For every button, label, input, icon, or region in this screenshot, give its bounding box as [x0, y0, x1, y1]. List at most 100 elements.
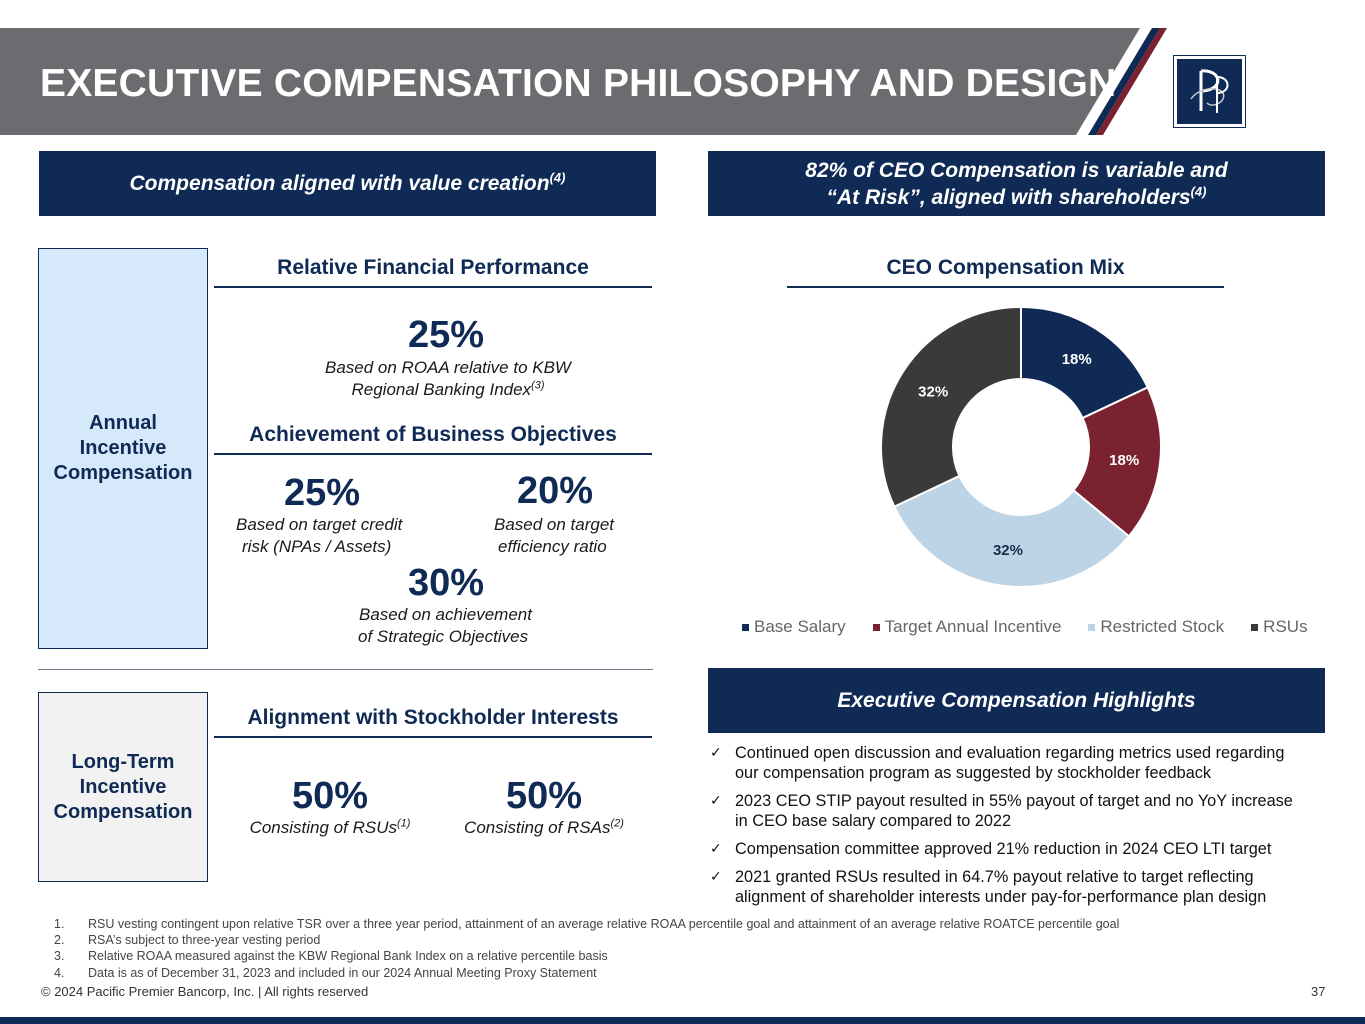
footnote: 3. Relative ROAA measured against the KBW… [54, 948, 1119, 964]
item-line: in CEO base salary compared to 2022 [735, 812, 1012, 830]
item-line: our compensation program as suggested by… [735, 764, 1212, 782]
banner-line-1: 82% of CEO Compensation is variable and [805, 158, 1228, 182]
label-line: Compensation [53, 800, 193, 823]
label-line: Incentive [79, 775, 167, 798]
section-rule [214, 736, 652, 738]
slice-label: 32% [918, 383, 948, 400]
legend-label: Restricted Stock [1100, 617, 1225, 636]
rsa-percent: 50% [505, 775, 583, 817]
pie-slice-restricted-stock [892, 474, 1131, 588]
page-title: EXECUTIVE COMPENSATION PHILOSOPHY AND DE… [40, 62, 1117, 105]
footnote-text: RSU vesting contingent upon relative TSR… [88, 917, 1120, 931]
legend-item: RSUs [1251, 617, 1308, 637]
pie-slice-target-annual-incentive [1071, 386, 1162, 538]
list-item: ✓ 2023 CEO STIP payout resulted in 55% p… [710, 791, 1330, 831]
label-line: Long-Term [71, 750, 175, 773]
list-item: ✓ 2021 granted RSUs resulted in 64.7% pa… [710, 867, 1330, 907]
legend-item: Base Salary [742, 617, 846, 637]
section-divider [38, 669, 653, 670]
stockholder-alignment-heading: Alignment with Stockholder Interests [247, 706, 619, 729]
banner-footnote-ref: (4) [1190, 183, 1207, 199]
slice-label: 18% [1062, 351, 1092, 368]
banner-line-2: “At Risk”, aligned with shareholders [826, 185, 1191, 209]
value-creation-banner: Compensation aligned with value creation… [39, 151, 656, 216]
strategic-description: Based on achievement of Strategic Object… [340, 604, 560, 648]
desc-line: Based on ROAA relative to KBW [325, 358, 571, 377]
copyright: © 2024 Pacific Premier Bancorp, Inc. | A… [41, 984, 369, 999]
efficiency-percent: 20% [516, 470, 594, 512]
desc-line: Consisting of RSUs [249, 818, 397, 837]
efficiency-description: Based on target efficiency ratio [480, 514, 640, 558]
rsu-percent: 50% [291, 775, 369, 817]
rsu-description: Consisting of RSUs(1) [230, 817, 430, 839]
relative-performance-heading: Relative Financial Performance [277, 256, 589, 279]
section-rule [787, 286, 1224, 288]
item-line: alignment of shareholder interests under… [735, 888, 1267, 906]
credit-risk-description: Based on target credit risk (NPAs / Asse… [222, 514, 426, 558]
desc-line: risk (NPAs / Assets) [242, 537, 392, 556]
list-item: ✓ Compensation committee approved 21% re… [710, 839, 1330, 859]
footnote-number: 4. [54, 965, 65, 980]
slice-label: 32% [993, 542, 1023, 559]
legend-item: Restricted Stock [1088, 617, 1224, 637]
checkmark-icon: ✓ [710, 745, 722, 761]
banner-text: Compensation aligned with value creation [129, 172, 550, 195]
label-line: Annual [89, 412, 157, 434]
checkmark-icon: ✓ [710, 793, 722, 809]
legend-swatch [742, 623, 749, 631]
ceo-compensation-donut-chart: 18% 18% 32% 32% [870, 296, 1172, 598]
header-background [0, 28, 1167, 135]
business-objectives-heading: Achievement of Business Objectives [249, 423, 617, 446]
section-rule [214, 453, 652, 455]
roaa-percent: 25% [407, 314, 485, 356]
footnote-number: 1. [54, 917, 65, 931]
section-rule [214, 286, 652, 288]
footnote-number: 2. [54, 933, 65, 948]
desc-line: Based on target credit [236, 515, 403, 534]
credit-risk-percent: 25% [283, 472, 361, 514]
desc-line: Based on target [494, 515, 615, 534]
long-term-incentive-label: Long-Term Incentive Compensation [38, 692, 208, 882]
footnotes: 1. RSU vesting contingent upon relative T… [54, 916, 1119, 981]
legend-swatch [1251, 623, 1259, 631]
label-line: Compensation [53, 462, 193, 484]
desc-line: Regional Banking Index [351, 380, 532, 399]
bottom-bar [0, 1017, 1365, 1024]
item-line: 2021 granted RSUs resulted in 64.7% payo… [735, 868, 1254, 886]
highlights-banner: Executive Compensation Highlights [708, 668, 1325, 733]
footnote-ref: (1) [396, 817, 411, 830]
legend-swatch [872, 623, 880, 631]
footnote-ref: (3) [531, 379, 545, 392]
footnote: 2. RSA’s subject to three-year vesting pe… [54, 932, 1119, 948]
ceo-variable-banner: 82% of CEO Compensation is variable and … [708, 151, 1325, 216]
banner-footnote-ref: (4) [549, 170, 566, 185]
slice-label: 18% [1109, 452, 1139, 469]
item-line: 2023 CEO STIP payout resulted in 55% pay… [735, 792, 1293, 810]
roaa-description: Based on ROAA relative to KBW Regional B… [280, 357, 616, 401]
footnote-text: Relative ROAA measured against the KBW R… [88, 949, 608, 964]
checkmark-icon: ✓ [710, 869, 722, 885]
item-line: Compensation committee approved 21% redu… [735, 840, 1272, 858]
item-line: Continued open discussion and evaluation… [735, 744, 1285, 762]
annual-incentive-label: Annual Incentive Compensation [38, 248, 208, 649]
desc-line: Consisting of RSAs [464, 818, 611, 837]
footnote: 1. RSU vesting contingent upon relative T… [54, 916, 1119, 932]
footnote-number: 3. [54, 949, 65, 964]
pie-slice-base-salary [1020, 305, 1150, 420]
legend-label: RSUs [1263, 617, 1308, 636]
legend-label: Base Salary [754, 617, 846, 636]
desc-line: Based on achievement [359, 605, 532, 624]
legend-swatch [1088, 623, 1096, 631]
desc-line: of Strategic Objectives [358, 627, 529, 646]
legend-label: Target Annual Incentive [884, 617, 1062, 636]
rsa-description: Consisting of RSAs(2) [444, 817, 644, 839]
pie-slice-rsus [880, 305, 1022, 508]
list-item: ✓ Continued open discussion and evaluati… [710, 743, 1330, 783]
desc-line: efficiency ratio [498, 537, 607, 556]
donut-svg: 18% 18% 32% 32% [880, 305, 1162, 588]
footnote: 4. Data is as of December 31, 2023 and in… [54, 965, 1119, 981]
chart-title: CEO Compensation Mix [886, 256, 1125, 279]
footnote-ref: (2) [610, 817, 624, 830]
legend-item: Target Annual Incentive [872, 617, 1062, 637]
highlights-list: ✓ Continued open discussion and evaluati… [710, 743, 1330, 915]
